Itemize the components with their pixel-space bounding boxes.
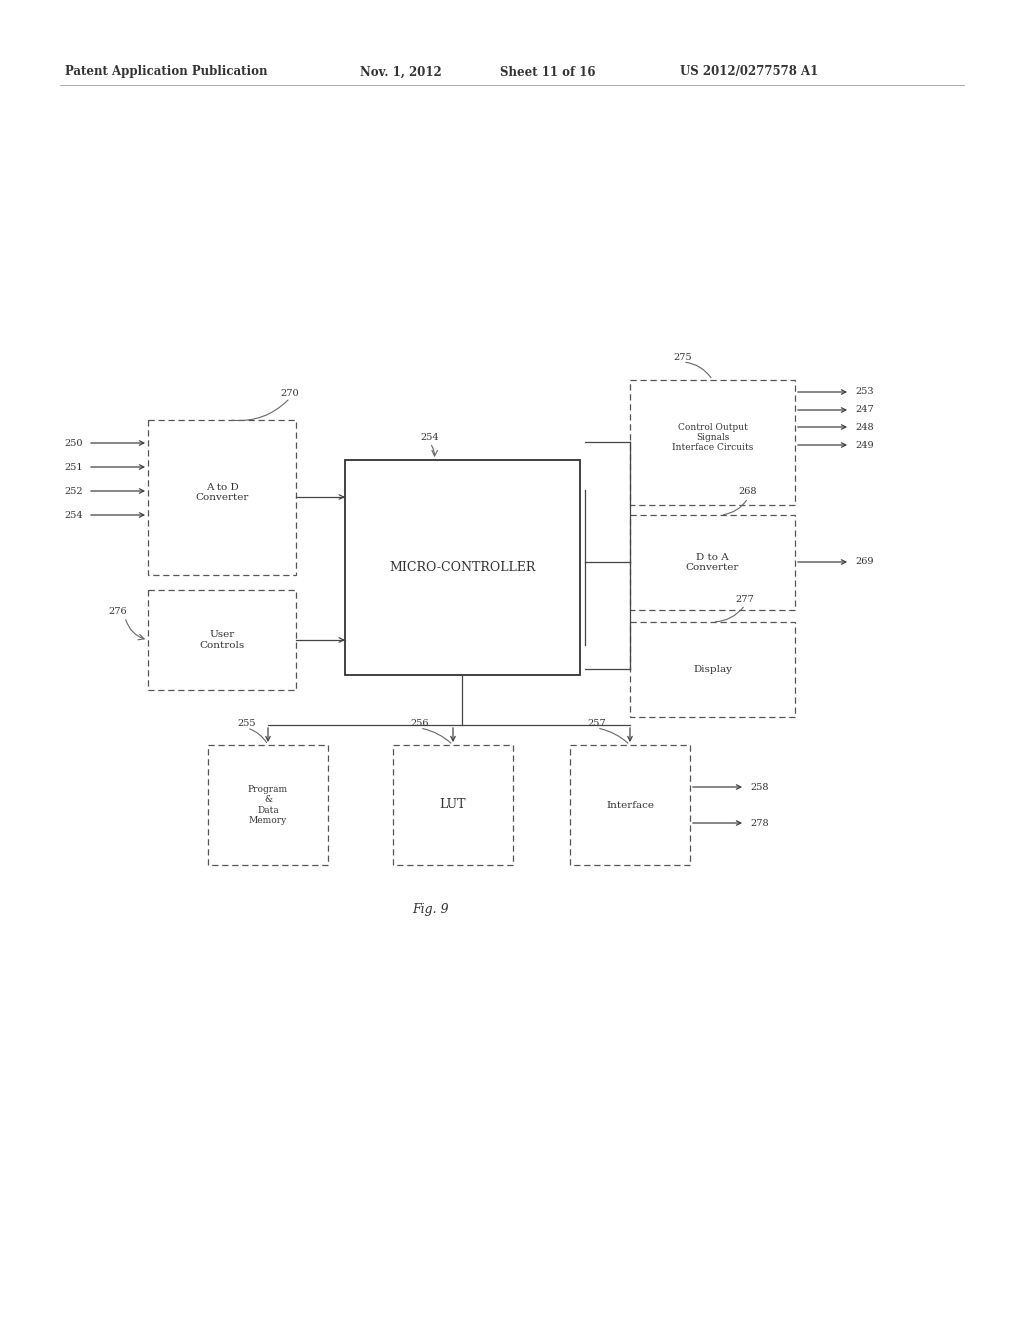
Text: 269: 269: [855, 557, 873, 566]
Text: 277: 277: [735, 595, 755, 605]
Text: 256: 256: [411, 718, 429, 727]
Bar: [148, 420, 296, 576]
Bar: [630, 622, 795, 717]
Text: Program
&
Data
Memory: Program & Data Memory: [248, 785, 288, 825]
Bar: [345, 459, 580, 675]
Text: 275: 275: [674, 352, 692, 362]
Text: 268: 268: [738, 487, 758, 496]
Text: 255: 255: [238, 718, 256, 727]
Text: 249: 249: [855, 441, 873, 450]
Text: US 2012/0277578 A1: US 2012/0277578 A1: [680, 66, 818, 78]
Text: MICRO-CONTROLLER: MICRO-CONTROLLER: [389, 561, 536, 574]
Text: Patent Application Publication: Patent Application Publication: [65, 66, 267, 78]
Text: Sheet 11 of 16: Sheet 11 of 16: [500, 66, 596, 78]
Text: Fig. 9: Fig. 9: [412, 903, 449, 916]
Text: Display: Display: [693, 665, 732, 675]
Text: 254: 254: [65, 511, 83, 520]
Text: LUT: LUT: [439, 799, 466, 812]
Text: Control Output
Signals
Interface Circuits: Control Output Signals Interface Circuit…: [672, 422, 754, 453]
Bar: [148, 590, 296, 690]
Text: 276: 276: [109, 607, 127, 616]
Bar: [393, 744, 513, 865]
Text: 250: 250: [65, 438, 83, 447]
Bar: [630, 380, 795, 506]
Text: 253: 253: [855, 388, 873, 396]
Text: 258: 258: [750, 783, 768, 792]
Text: 278: 278: [750, 818, 769, 828]
Text: 254: 254: [421, 433, 439, 441]
Text: User
Controls: User Controls: [200, 630, 245, 649]
Text: 252: 252: [65, 487, 83, 495]
Text: 270: 270: [281, 388, 299, 397]
Text: 251: 251: [65, 462, 83, 471]
Text: Nov. 1, 2012: Nov. 1, 2012: [360, 66, 441, 78]
Text: 248: 248: [855, 422, 873, 432]
Text: 257: 257: [588, 718, 606, 727]
Bar: [570, 744, 690, 865]
Text: D to A
Converter: D to A Converter: [686, 553, 739, 572]
Text: Interface: Interface: [606, 800, 654, 809]
Bar: [208, 744, 328, 865]
Text: 247: 247: [855, 405, 873, 414]
Text: A to D
Converter: A to D Converter: [196, 483, 249, 502]
Bar: [630, 515, 795, 610]
